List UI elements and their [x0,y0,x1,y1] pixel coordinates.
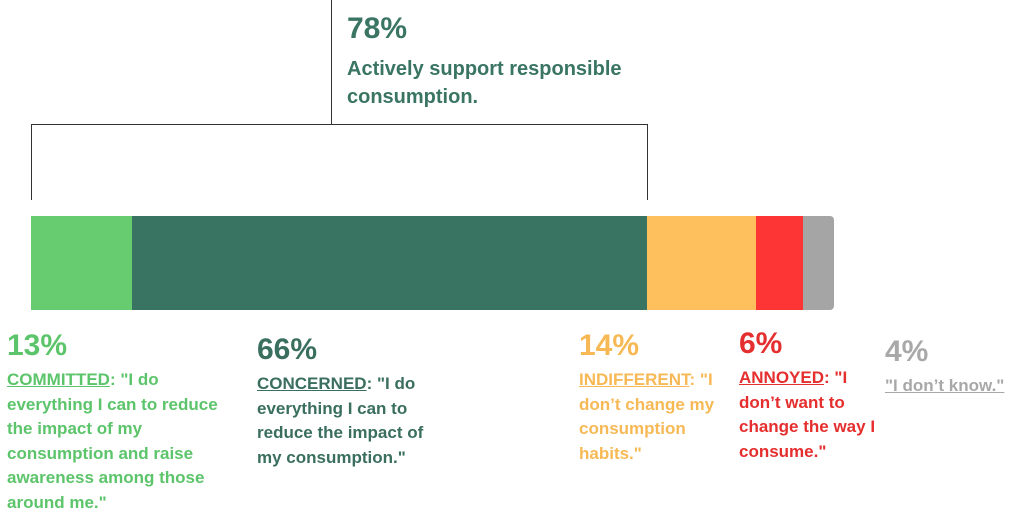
annoyed-quote: : "I don’t want to change the way I cons… [739,368,876,461]
category-annoyed: 6% ANNOYED: "I don’t want to change the … [739,326,884,464]
bracket-stem [331,0,332,124]
category-indifferent: 14% INDIFFERENT: "I don’t change my cons… [579,328,729,466]
annoyed-description: ANNOYED: "I don’t want to change the way… [739,366,884,464]
headline-percent: 78% [347,12,408,45]
bracket-right-leg [647,124,648,200]
category-dont-know: 4% "I don’t know." [885,334,1020,399]
bar-segment-dont-know [803,216,834,310]
committed-percent: 13% [7,329,68,362]
concerned-percent: 66% [257,333,318,366]
committed-description: COMMITTED: "I do everything I can to red… [7,368,232,515]
indifferent-name: INDIFFERENT [579,370,690,389]
committed-quote: : "I do everything I can to reduce the i… [7,370,218,512]
bracket-left-leg [31,124,32,200]
concerned-quote: : "I do everything I can to reduce the i… [257,374,424,467]
bar-segment-committed [31,216,132,310]
dont-know-name: "I don’t know." [885,376,1005,395]
stacked-bar [31,216,834,310]
indifferent-percent: 14% [579,329,640,362]
bar-segment-annoyed [756,216,803,310]
bracket-bar [31,124,648,125]
dont-know-description: "I don’t know." [885,374,1020,399]
indifferent-quote: : "I don’t change my consumption habits.… [579,370,715,463]
concerned-description: CONCERNED: "I do everything I can to red… [257,372,437,470]
annoyed-percent: 6% [739,327,783,360]
committed-name: COMMITTED [7,370,110,389]
dont-know-percent: 4% [885,335,929,368]
indifferent-description: INDIFFERENT: "I don’t change my consumpt… [579,368,729,466]
headline-text: Actively support responsible consumption… [347,58,622,108]
category-concerned: 66% CONCERNED: "I do everything I can to… [257,332,437,470]
annoyed-name: ANNOYED [739,368,825,387]
bar-segment-concerned [132,216,647,310]
bar-segment-indifferent [647,216,756,310]
concerned-name: CONCERNED [257,374,367,393]
category-committed: 13% COMMITTED: "I do everything I can to… [7,328,232,515]
